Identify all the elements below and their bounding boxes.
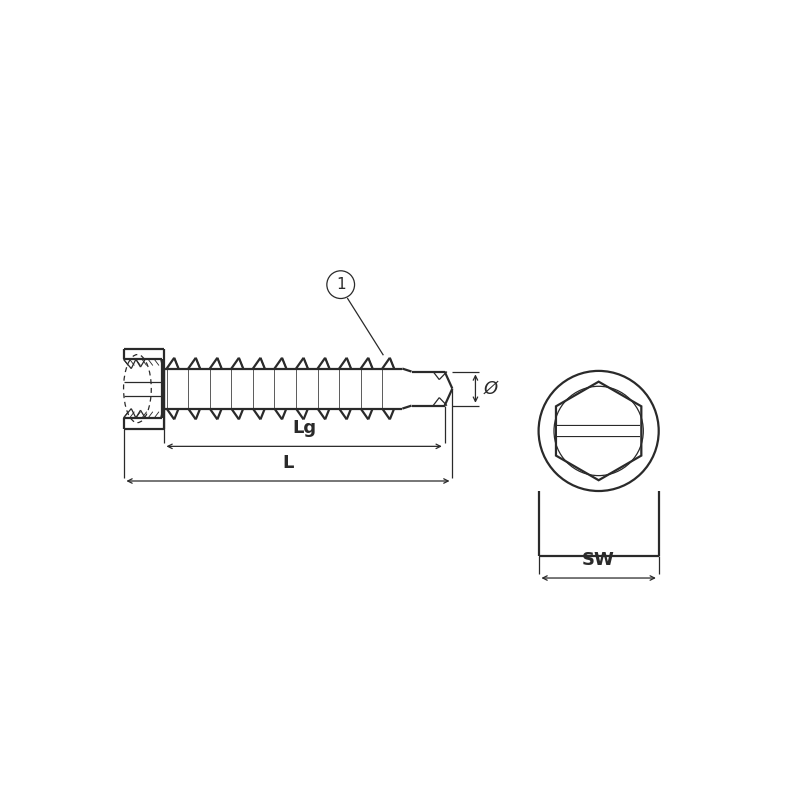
Text: 1: 1 [336, 277, 346, 292]
Text: SW: SW [582, 550, 615, 569]
Bar [558, 426, 640, 436]
Text: Lg: Lg [292, 419, 316, 437]
Text: L: L [282, 454, 294, 472]
Text: Ø: Ø [483, 379, 498, 398]
